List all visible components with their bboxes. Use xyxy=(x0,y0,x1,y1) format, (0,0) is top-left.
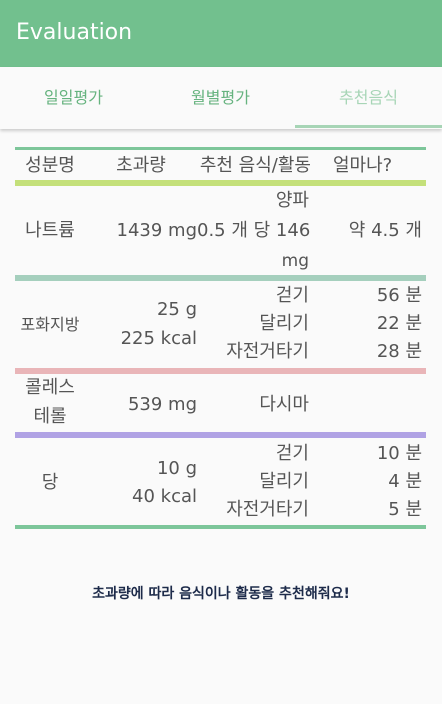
recommendation-note: 초과량에 따라 음식이나 활동을 추천해줘요! xyxy=(92,586,350,602)
row-sugar-walk-time: 10 분 xyxy=(376,443,422,464)
row-divider-sodium xyxy=(15,275,426,281)
row-sugar-run: 달리기 xyxy=(259,471,309,492)
row-saturated-fat-walk-time: 56 분 xyxy=(376,285,422,306)
tab-recommended-food[interactable]: 추천음식 xyxy=(339,88,398,107)
row-saturated-fat-bike-time: 28 분 xyxy=(376,341,422,362)
row-sodium-food: 양파 xyxy=(275,190,309,211)
row-saturated-fat-bike: 자전거타기 xyxy=(226,341,309,362)
row-cholesterol-amount: 539 mg xyxy=(127,394,197,415)
row-sodium-name: 나트륨 xyxy=(25,220,75,241)
row-sodium-food-unit: mg xyxy=(281,251,309,271)
tab-monthly-evaluation[interactable]: 월별평가 xyxy=(191,88,250,107)
column-header-nutrient: 성분명 xyxy=(25,155,75,176)
row-cholesterol-name-line1: 콜레스 xyxy=(25,377,75,398)
app-bar: Evaluation xyxy=(0,0,442,67)
row-divider-saturated-fat xyxy=(15,368,426,374)
tab-daily-evaluation[interactable]: 일일평가 xyxy=(44,88,103,107)
row-saturated-fat-run: 달리기 xyxy=(259,313,309,334)
row-saturated-fat-walk: 걷기 xyxy=(275,285,309,306)
row-sugar-bike: 자전거타기 xyxy=(226,499,309,520)
row-sugar-run-time: 4 분 xyxy=(388,471,422,492)
row-sodium-amount: 1439 mg xyxy=(116,220,198,241)
row-sodium-food-amount: 0.5 개 당 146 xyxy=(197,220,311,241)
row-sugar-walk: 걷기 xyxy=(275,443,309,464)
column-header-excess: 초과량 xyxy=(116,155,166,176)
row-saturated-fat-amount-kcal: 225 kcal xyxy=(120,328,197,349)
app-title: Evaluation xyxy=(16,20,133,45)
nutrition-table: 성분명 초과량 추천 음식/활동 얼마나? 나트륨 1439 mg 양파 0.5… xyxy=(15,147,426,529)
row-divider-cholesterol xyxy=(15,432,426,438)
column-header-how-much: 얼마나? xyxy=(333,155,393,176)
row-cholesterol-name-line2: 테롤 xyxy=(33,406,67,427)
row-sugar-name: 당 xyxy=(41,472,59,493)
tab-selected-indicator xyxy=(295,125,442,128)
row-sugar-bike-time: 5 분 xyxy=(388,499,422,520)
row-cholesterol-food: 다시마 xyxy=(259,394,309,415)
column-header-recommendation: 추천 음식/활동 xyxy=(199,155,311,176)
row-saturated-fat-run-time: 22 분 xyxy=(376,313,422,334)
row-saturated-fat-name: 포화지방 xyxy=(20,315,80,334)
header-divider xyxy=(15,180,426,186)
row-sugar-amount-g: 10 g xyxy=(156,458,197,479)
row-sodium-how-much: 약 4.5 개 xyxy=(348,220,422,241)
table-bottom-border xyxy=(15,525,426,529)
row-sugar-amount-kcal: 40 kcal xyxy=(132,486,197,507)
table-top-border xyxy=(15,147,426,150)
row-saturated-fat-amount-g: 25 g xyxy=(156,299,197,320)
tab-bar: 일일평가 월별평가 추천음식 xyxy=(0,67,442,129)
